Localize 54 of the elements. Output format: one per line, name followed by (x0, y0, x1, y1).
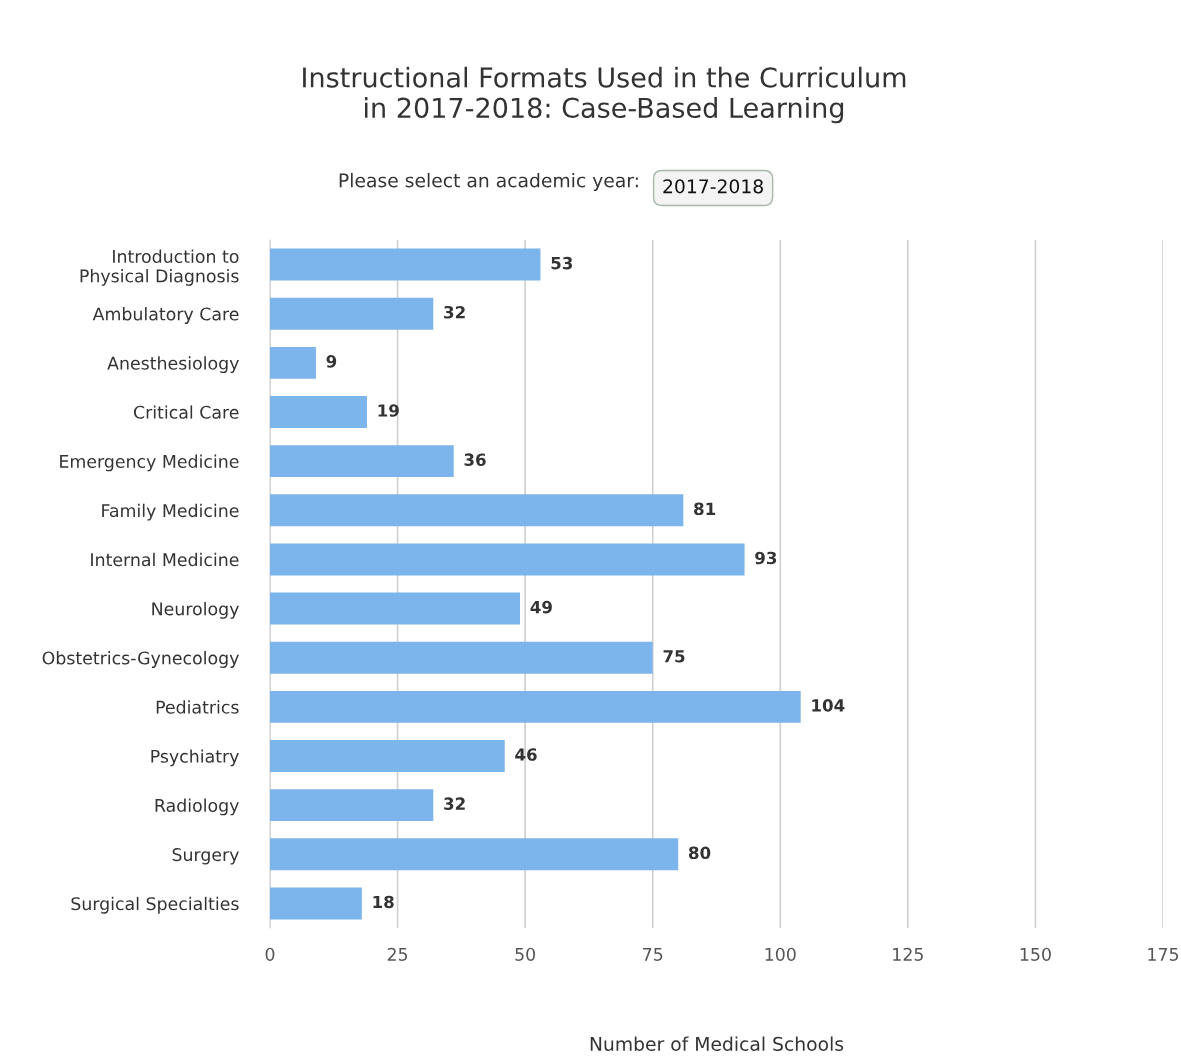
bar (270, 494, 684, 527)
y-tick-label: Surgery (172, 848, 239, 865)
x-axis-title: Number of Medical Schools (590, 1036, 844, 1051)
y-tick-label: Family Medicine (102, 503, 239, 521)
chart-title: Instructional Formats Used in the Curriculum in 2017-2018: Case-Based Learning (303, 66, 906, 124)
x-tick-label: 50 (515, 947, 536, 961)
bar (270, 887, 362, 920)
x-tick-label: 100 (765, 947, 796, 961)
bar (270, 641, 653, 674)
y-tick-label: Pediatrics (156, 700, 239, 714)
data-label: 75 (663, 650, 685, 663)
data-label: 32 (444, 797, 465, 810)
data-label: 93 (755, 551, 777, 565)
data-label: 81 (694, 502, 716, 516)
text: Please select an academic year: (339, 172, 638, 192)
data-label: 104 (812, 699, 845, 712)
bar (270, 690, 801, 723)
y-tick-label: Critical Care (133, 405, 239, 419)
data-label: 46 (515, 748, 537, 761)
bar (270, 346, 316, 379)
y-tick-label: Radiology (155, 798, 239, 816)
bar (270, 740, 505, 772)
y-tick-label: Introduction to Physical Diagnosis (80, 249, 239, 286)
y-tick-label: Ambulatory Care (92, 307, 239, 324)
y-tick-label: Surgical Specialties (71, 896, 239, 914)
y-tick-label: Psychiatry (151, 749, 239, 767)
x-tick-label: 150 (1020, 947, 1051, 961)
data-label: 80 (688, 846, 711, 860)
bar (270, 248, 541, 281)
y-tick-label: Emergency Medicine (60, 454, 239, 472)
bar (270, 592, 521, 625)
y-tick-label: Internal Medicine (91, 552, 239, 567)
bar (270, 543, 745, 576)
x-tick-label: 75 (643, 947, 663, 961)
x-tick-label: 25 (387, 947, 408, 961)
bar (270, 445, 454, 478)
bar (270, 838, 679, 871)
data-label: 53 (551, 256, 573, 270)
data-label: 36 (464, 453, 486, 466)
y-tick-label: Anesthesiology (107, 356, 239, 374)
data-label: 18 (373, 895, 394, 909)
bar (270, 297, 434, 330)
text: 2017-2018 (663, 179, 763, 194)
x-tick-label: 175 (1148, 947, 1179, 961)
bar (270, 789, 434, 822)
y-tick-label: Obstetrics-Gynecology (42, 651, 239, 668)
data-label: 32 (444, 305, 465, 319)
y-tick-label: Neurology (152, 601, 239, 619)
data-label: 49 (530, 600, 552, 614)
data-label: 19 (378, 404, 399, 417)
x-tick-label: 0 (265, 947, 275, 961)
data-label: 9 (326, 355, 337, 368)
bar (270, 396, 367, 428)
x-tick-label: 125 (893, 947, 923, 961)
